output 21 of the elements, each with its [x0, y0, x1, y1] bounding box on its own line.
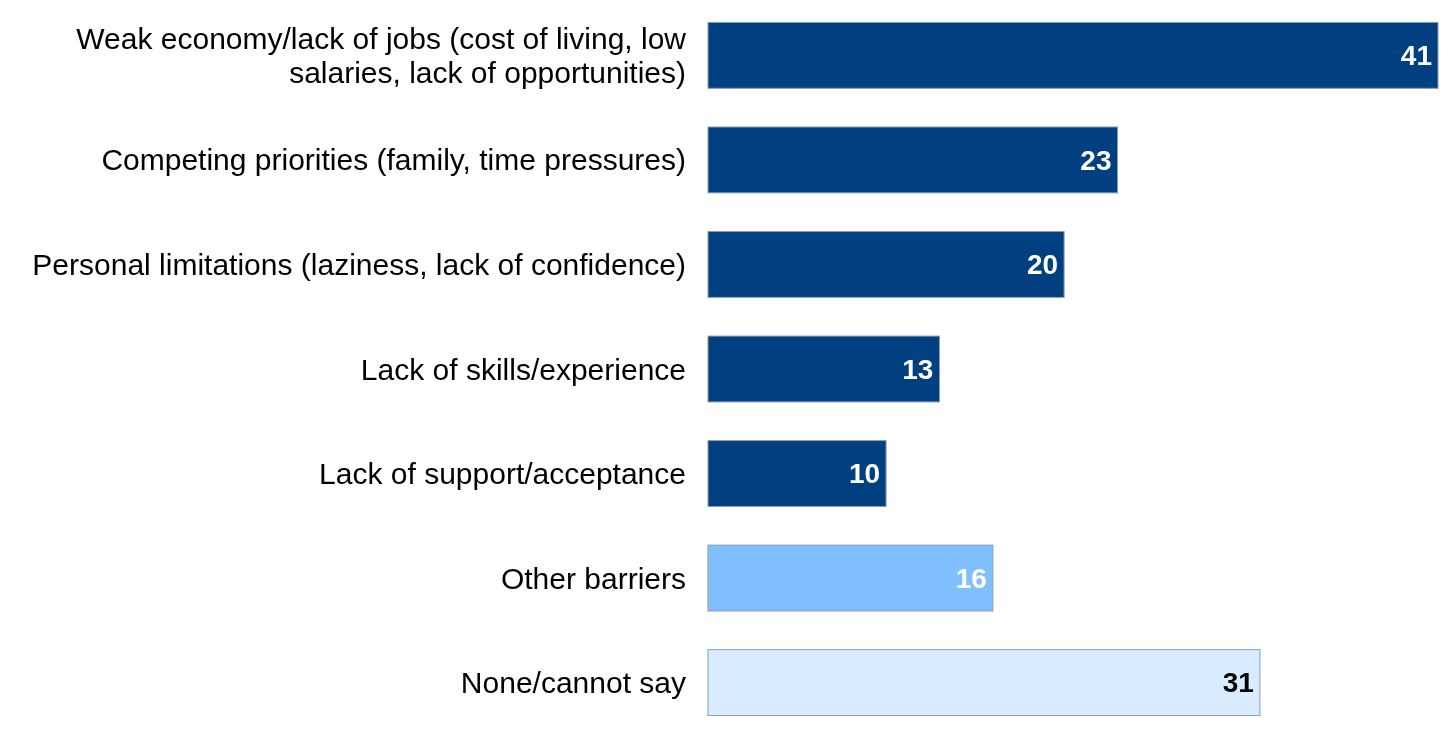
- data-label: 16: [955, 562, 987, 594]
- data-label: 10: [848, 458, 881, 490]
- data-label: 20: [1026, 249, 1059, 281]
- bar: [707, 649, 1261, 717]
- y-tick-label: Weak economy/lack of jobs (cost of living, low salaries, lack of opportunities): [76, 22, 687, 89]
- data-label: 41: [1400, 40, 1432, 72]
- y-tick-label: Personal limitations (laziness, lack of confidence): [32, 247, 686, 281]
- bar: [707, 21, 1439, 89]
- data-label: 23: [1080, 144, 1112, 176]
- data-label: 13: [902, 353, 934, 385]
- data-label: 31: [1222, 667, 1254, 699]
- bar: [707, 440, 887, 507]
- bar: [707, 231, 1065, 298]
- y-tick-label: Lack of skills/experience: [360, 352, 686, 386]
- bar: [707, 126, 1119, 194]
- y-tick-label: None/cannot say: [460, 666, 686, 700]
- y-tick-label: Lack of support/acceptance: [319, 457, 686, 491]
- y-tick-label: Competing priorities (family, time pressures): [101, 143, 686, 177]
- bar: [707, 544, 994, 612]
- y-tick-label: Other barriers: [500, 561, 686, 595]
- bar: [707, 335, 940, 403]
